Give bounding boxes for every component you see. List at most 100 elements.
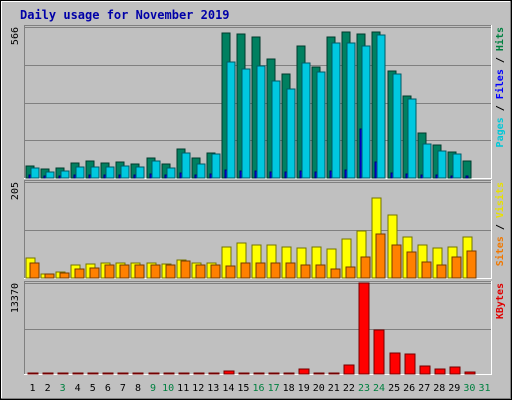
legend-part-0: Pages: [495, 117, 506, 147]
bar-pages-25: [392, 73, 402, 179]
bar-sites-1: [29, 262, 40, 279]
bar-sites-8: [134, 264, 145, 279]
bar-sites-2: [44, 273, 55, 279]
bar-kbytes-24: [373, 329, 385, 375]
x-tick-28: 28: [433, 383, 445, 394]
bar-sites-24: [375, 233, 386, 279]
bar-sites-5: [89, 267, 100, 279]
bar-pages-23: [361, 45, 371, 179]
x-tick-13: 13: [207, 383, 219, 394]
bar-sites-22: [345, 266, 356, 279]
bar-pages-18: [286, 88, 296, 179]
bar-sites-27: [421, 261, 432, 279]
bar-pages-17: [271, 80, 281, 179]
bar-pages-29: [452, 153, 462, 179]
bar-kbytes-15: [238, 372, 250, 375]
bar-sites-3: [59, 272, 70, 279]
x-tick-30: 30: [463, 383, 475, 394]
bar-pages-14: [226, 61, 236, 179]
x-tick-3: 3: [60, 383, 66, 394]
bar-pages-2: [45, 171, 55, 179]
bar-pages-10: [166, 167, 176, 179]
bar-kbytes-8: [132, 372, 144, 375]
bar-pages-20: [316, 71, 326, 179]
legend-part-2: Visits: [494, 182, 506, 218]
bar-kbytes-2: [42, 372, 54, 375]
bar-sites-14: [225, 265, 236, 279]
bar-sites-9: [150, 264, 161, 279]
x-tick-14: 14: [222, 383, 234, 394]
chart-panels: 566 Pages / Files / Hits 205 Sites / Visits…: [10, 25, 506, 375]
bar-sites-18: [285, 262, 296, 279]
bar-kbytes-29: [449, 366, 461, 375]
y-max-label: 13370: [10, 283, 21, 313]
bar-pages-5: [90, 166, 100, 179]
legend-part-1: /: [495, 99, 506, 117]
bar-hits-30: [462, 160, 472, 179]
x-tick-8: 8: [135, 383, 141, 394]
bar-kbytes-18: [283, 372, 295, 375]
legend-part-1: /: [495, 218, 506, 236]
x-tick-26: 26: [403, 383, 415, 394]
x-tick-19: 19: [298, 383, 310, 394]
x-tick-4: 4: [75, 383, 81, 394]
bar-pages-27: [422, 143, 432, 179]
bar-kbytes-6: [102, 372, 114, 375]
bar-sites-21: [330, 268, 341, 279]
y-max-label: 205: [10, 182, 21, 200]
bar-sites-12: [195, 264, 206, 279]
bar-pages-15: [241, 68, 251, 179]
x-tick-1: 1: [29, 383, 35, 394]
bar-sites-4: [74, 268, 85, 279]
bar-kbytes-17: [268, 372, 280, 375]
bar-sites-6: [104, 264, 115, 279]
bar-pages-6: [105, 166, 115, 179]
bar-sites-16: [255, 262, 266, 279]
bar-pages-19: [301, 62, 311, 179]
x-tick-2: 2: [45, 383, 51, 394]
x-tick-10: 10: [162, 383, 174, 394]
bar-pages-12: [196, 163, 206, 179]
bar-sites-30: [466, 250, 477, 279]
bar-kbytes-7: [117, 372, 129, 375]
legend-part-2: Files: [494, 69, 506, 99]
bar-pages-22: [346, 42, 356, 179]
x-tick-11: 11: [177, 383, 189, 394]
bar-kbytes-10: [163, 372, 175, 375]
bar-sites-26: [406, 251, 417, 279]
bar-kbytes-25: [389, 352, 401, 375]
x-tick-23: 23: [358, 383, 370, 394]
bar-sites-29: [451, 256, 462, 279]
bar-kbytes-3: [57, 372, 69, 375]
x-tick-5: 5: [90, 383, 96, 394]
bar-kbytes-14: [223, 370, 235, 375]
legend-part-3: /: [495, 51, 506, 69]
x-tick-31: 31: [478, 383, 490, 394]
bar-pages-26: [407, 98, 417, 179]
x-tick-21: 21: [328, 383, 340, 394]
bar-pages-21: [331, 42, 341, 179]
bar-kbytes-1: [27, 372, 39, 375]
bar-pages-4: [75, 166, 85, 179]
bar-pages-3: [60, 170, 70, 179]
bar-sites-20: [315, 264, 326, 279]
bar-kbytes-28: [434, 368, 446, 375]
legend-part-0: KBytes: [495, 283, 506, 319]
bar-pages-9: [151, 160, 161, 179]
x-tick-20: 20: [313, 383, 325, 394]
x-tick-25: 25: [388, 383, 400, 394]
side-legend-label: KBytes: [495, 283, 506, 319]
legend-part-4: Hits: [494, 27, 506, 51]
legend-part-0: Sites: [494, 236, 506, 266]
bar-kbytes-27: [419, 365, 431, 375]
bar-kbytes-20: [313, 372, 325, 375]
bar-kbytes-23: [358, 282, 370, 375]
x-tick-labels: 1 2 3 4 5 6 7 8 9 10 11 12 13 14 15 16 17 18 19 20 21 22 23 24 2…: [29, 383, 490, 394]
x-tick-16: 16: [252, 383, 264, 394]
bar-pages-11: [181, 152, 191, 179]
bar-kbytes-11: [178, 372, 190, 375]
x-tick-18: 18: [283, 383, 295, 394]
bar-kbytes-19: [298, 368, 310, 375]
